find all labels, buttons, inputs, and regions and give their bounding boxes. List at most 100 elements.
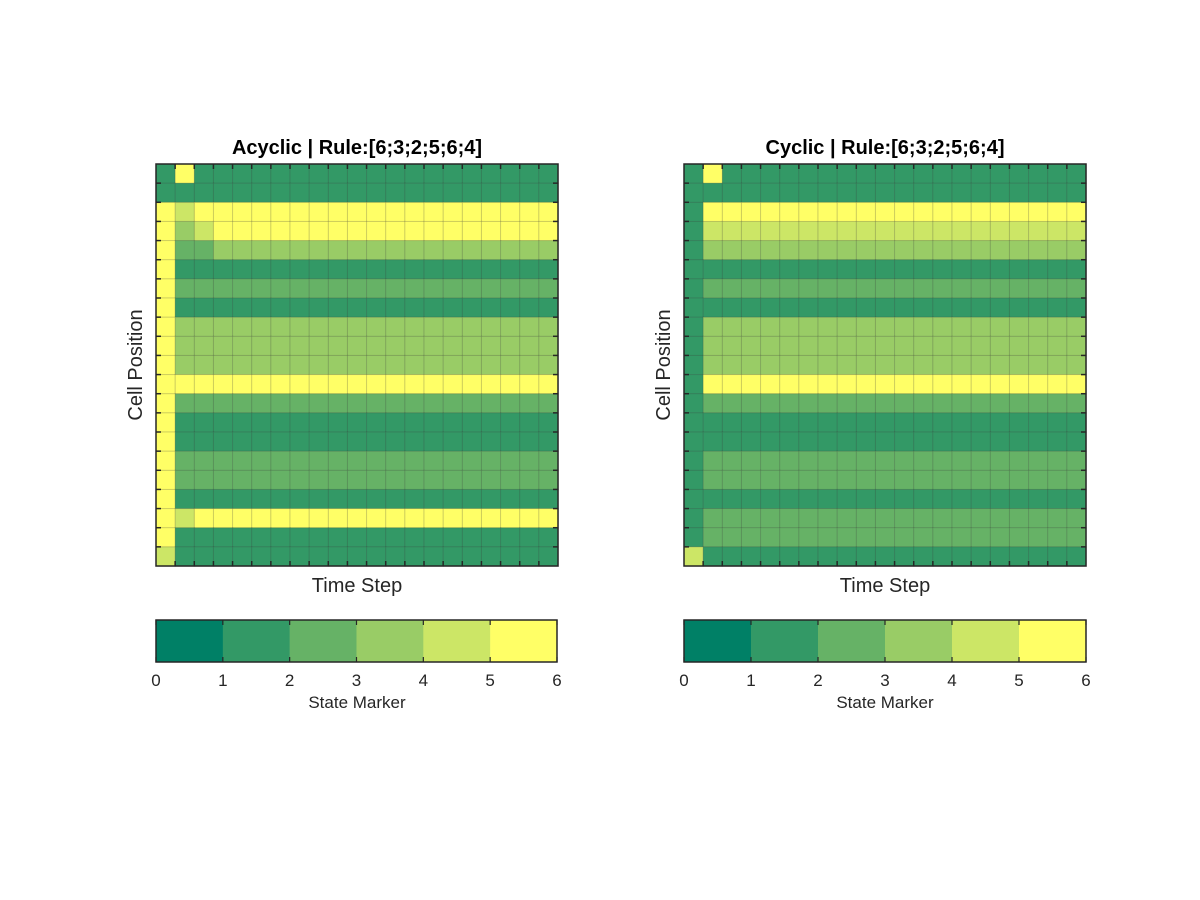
heatmap-cell [289, 278, 310, 299]
heatmap-cell [327, 259, 349, 280]
heatmap-cell [289, 546, 310, 567]
heatmap-cell [1066, 412, 1087, 433]
heatmap-cell [538, 259, 559, 280]
heatmap-cell [721, 278, 743, 299]
heatmap-cell [385, 316, 406, 338]
heatmap-cell [461, 182, 483, 204]
heatmap-cell [721, 374, 743, 395]
heatmap-cell [989, 450, 1011, 472]
heatmap-cell [855, 182, 877, 204]
heatmap-cell [702, 450, 724, 472]
heatmap-cell [174, 259, 196, 280]
heatmap-cell [989, 354, 1011, 376]
heatmap-cell [894, 316, 915, 338]
heatmap-cell [721, 546, 743, 567]
heatmap-cell [951, 450, 972, 472]
heatmap-cell [404, 278, 425, 299]
heatmap-cell [327, 316, 349, 338]
heatmap-cell [1008, 182, 1030, 204]
heatmap-cell [366, 278, 387, 299]
heatmap-cell [1066, 488, 1087, 510]
heatmap-cell [740, 297, 762, 318]
heatmap-cell [1047, 546, 1068, 567]
heatmap-cell [683, 546, 704, 567]
heatmap-cell [874, 240, 896, 261]
heatmap-cell [500, 450, 521, 472]
heatmap-cell [1047, 508, 1068, 529]
heatmap-cell [1008, 354, 1030, 376]
heatmap-cell [193, 220, 215, 242]
heatmap-cell [779, 374, 800, 395]
heatmap-cell [500, 335, 521, 357]
heatmap-cell [817, 278, 838, 299]
heatmap-cell [874, 182, 896, 204]
heatmap-cell [404, 469, 425, 491]
heatmap-cell [461, 201, 483, 223]
heatmap-cell [989, 469, 1011, 491]
heatmap-cell [1028, 335, 1049, 357]
heatmap-cell [779, 278, 800, 299]
heatmap-cell [423, 220, 444, 242]
heatmap-cell [289, 201, 310, 223]
heatmap-cell [385, 412, 406, 433]
heatmap-cell [442, 431, 464, 452]
heatmap-cell [174, 431, 196, 452]
heatmap-cell [289, 393, 310, 414]
heatmap-cell [932, 431, 953, 452]
colorbar-swatch [751, 620, 819, 662]
heatmap-cell [500, 278, 521, 299]
heatmap-cell [683, 335, 704, 357]
heatmap-cell [270, 354, 291, 376]
heatmap-cell [385, 450, 406, 472]
heatmap-cell [193, 469, 215, 491]
heatmap-cell [913, 220, 934, 242]
heatmap-cell [270, 546, 291, 567]
heatmap-cell [346, 182, 368, 204]
heatmap-cell [423, 488, 444, 510]
heatmap-cell [760, 431, 781, 452]
heatmap-cell [1028, 220, 1049, 242]
heatmap-cell [683, 163, 704, 184]
heatmap-cell [970, 546, 992, 567]
heatmap-cell [913, 316, 934, 338]
heatmap-cell [232, 374, 253, 395]
heatmap-cell [855, 354, 877, 376]
heatmap-cell [155, 163, 176, 184]
heatmap-cell [423, 546, 444, 567]
heatmap-cell [308, 412, 330, 433]
heatmap-cell [817, 393, 838, 414]
heatmap-cell [989, 240, 1011, 261]
heatmap-cell [366, 431, 387, 452]
heatmap-cell [366, 546, 387, 567]
heatmap-cell [1008, 450, 1030, 472]
plot-frame [155, 163, 559, 567]
heatmap-cell [212, 316, 234, 338]
heatmap-cell [989, 527, 1011, 548]
heatmap-cell [855, 201, 877, 223]
heatmap-cell [385, 431, 406, 452]
heatmap-cell [174, 393, 196, 414]
heatmap-cell [423, 201, 444, 223]
heatmap-cell [366, 450, 387, 472]
heatmap-cell [366, 259, 387, 280]
heatmap-cell [913, 240, 934, 261]
heatmap-cell [1028, 374, 1049, 395]
heatmap-cell [538, 220, 559, 242]
heatmap-cell [404, 488, 425, 510]
heatmap-cell [519, 354, 540, 376]
heatmap-cell [683, 469, 704, 491]
heatmap-cell [779, 182, 800, 204]
heatmap-cell [798, 469, 819, 491]
heatmap-cell [740, 508, 762, 529]
heatmap-cell [760, 182, 781, 204]
heatmap-cell [519, 546, 540, 567]
heatmap-cell [913, 450, 934, 472]
heatmap-cell [519, 374, 540, 395]
heatmap-cell [232, 278, 253, 299]
heatmap-cell [817, 488, 838, 510]
heatmap-cell [212, 412, 234, 433]
heatmap-cell [346, 527, 368, 548]
colorbar-tick-label: 2 [285, 671, 294, 690]
heatmap-cell [855, 393, 877, 414]
